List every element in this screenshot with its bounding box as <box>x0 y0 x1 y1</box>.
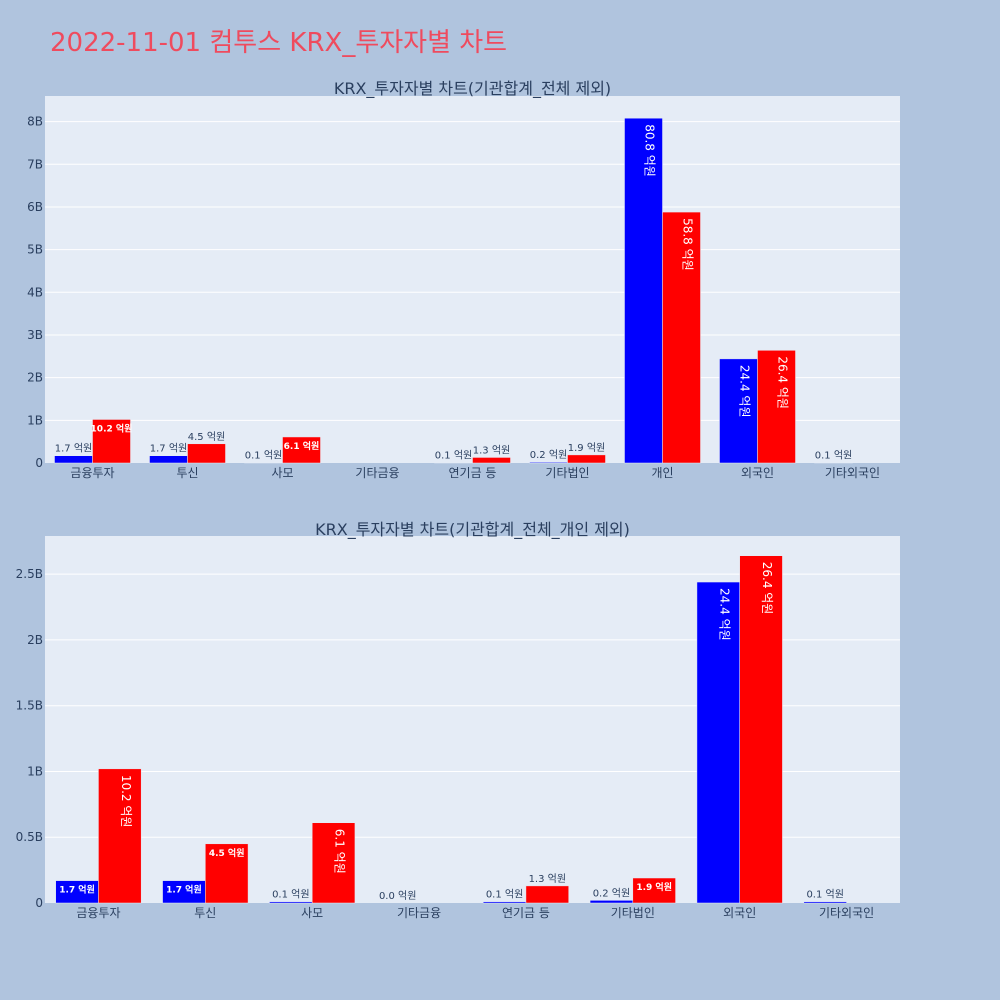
data-label: 0.1 억원 <box>815 450 852 462</box>
y-tick-label: 5B <box>27 243 43 257</box>
data-label: 1.7 억원 <box>59 884 95 896</box>
data-label: 26.4 억원 <box>760 562 774 615</box>
data-label: 1.9 억원 <box>636 881 672 893</box>
data-label: 1.3 억원 <box>529 873 566 885</box>
y-tick-label: 4B <box>27 285 43 299</box>
data-label: 0.1 억원 <box>435 450 472 462</box>
x-tick-label: 기타법인 <box>611 906 655 920</box>
bar <box>529 461 568 464</box>
bar <box>696 581 740 904</box>
bar <box>187 443 226 464</box>
y-tick-label: 0.5B <box>16 830 43 844</box>
bar <box>282 436 321 464</box>
data-label: 80.8 억원 <box>643 124 657 177</box>
x-tick-label: 금융투자 <box>76 906 120 920</box>
bar <box>632 877 676 904</box>
bar <box>589 900 634 904</box>
data-label: 6.1 억원 <box>284 440 320 452</box>
y-tick-label: 1.5B <box>16 699 43 713</box>
y-tick-label: 1B <box>27 413 43 427</box>
data-label: 4.5 억원 <box>188 431 225 443</box>
x-tick-label: 사모 <box>301 906 323 920</box>
bar <box>482 901 527 904</box>
bar <box>803 901 847 904</box>
data-label: 24.4 억원 <box>738 365 752 418</box>
chart-title: KRX_투자자별 차트(기관합계_전체_개인 제외) <box>315 520 630 540</box>
x-tick-label: 투신 <box>194 906 216 920</box>
bar <box>98 768 142 904</box>
x-tick-label: 연기금 등 <box>449 466 497 480</box>
data-label: 0.1 억원 <box>806 889 843 901</box>
data-label: 4.5 억원 <box>209 847 245 859</box>
bar <box>149 455 188 464</box>
y-tick-label: 2.5B <box>16 567 43 581</box>
data-label: 0.1 억원 <box>486 889 523 901</box>
y-tick-label: 3B <box>27 328 43 342</box>
y-tick-label: 2B <box>27 633 43 647</box>
bar <box>311 822 356 904</box>
x-tick-label: 기타외국인 <box>819 906 874 920</box>
x-tick-label: 기타금융 <box>397 906 441 920</box>
data-label: 58.8 억원 <box>681 218 695 271</box>
data-label: 0.1 억원 <box>272 889 309 901</box>
x-tick-label: 개인 <box>651 466 673 480</box>
bar <box>472 457 511 464</box>
bar <box>54 455 93 464</box>
data-label: 26.4 억원 <box>776 356 790 409</box>
data-label: 1.3 억원 <box>473 444 510 456</box>
data-label: 0.1 억원 <box>245 450 282 462</box>
data-label: 10.2 억원 <box>119 775 133 828</box>
x-tick-label: 사모 <box>271 466 293 480</box>
x-tick-label: 금융투자 <box>70 466 114 480</box>
data-label: 1.9 억원 <box>568 442 605 454</box>
bar <box>739 555 783 904</box>
bar <box>567 454 606 464</box>
bar <box>205 843 249 904</box>
y-tick-label: 1B <box>27 764 43 778</box>
bar <box>662 211 701 464</box>
y-tick-label: 2B <box>27 371 43 385</box>
chart-title: KRX_투자자별 차트(기관합계_전체 제외) <box>334 79 611 99</box>
bar <box>757 350 796 464</box>
x-tick-label: 투신 <box>176 466 198 480</box>
data-label: 10.2 억원 <box>91 422 133 434</box>
data-label: 0.2 억원 <box>593 887 630 899</box>
data-label: 1.7 억원 <box>150 443 187 455</box>
x-tick-label: 기타외국인 <box>825 466 880 480</box>
data-label: 1.7 억원 <box>166 884 202 896</box>
y-tick-label: 8B <box>27 115 43 129</box>
y-tick-label: 7B <box>27 157 43 171</box>
data-label: 0.2 억원 <box>530 449 567 461</box>
data-label: 1.7 억원 <box>55 443 92 455</box>
x-tick-label: 외국인 <box>741 466 774 480</box>
y-tick-label: 6B <box>27 200 43 214</box>
bar <box>525 885 569 904</box>
x-tick-label: 외국인 <box>723 906 756 920</box>
page-title: 2022-11-01 컴투스 KRX_투자자별 차트 <box>50 28 508 58</box>
data-label: 6.1 억원 <box>333 829 347 874</box>
y-tick-label: 0 <box>35 896 43 910</box>
bar <box>269 901 313 904</box>
y-tick-label: 0 <box>35 456 43 470</box>
bar <box>92 419 131 464</box>
x-tick-label: 기타법인 <box>545 466 589 480</box>
data-label: 24.4 억원 <box>717 588 731 641</box>
x-tick-label: 연기금 등 <box>502 906 550 920</box>
x-tick-label: 기타금융 <box>355 466 399 480</box>
data-label: 0.0 억원 <box>379 890 416 902</box>
